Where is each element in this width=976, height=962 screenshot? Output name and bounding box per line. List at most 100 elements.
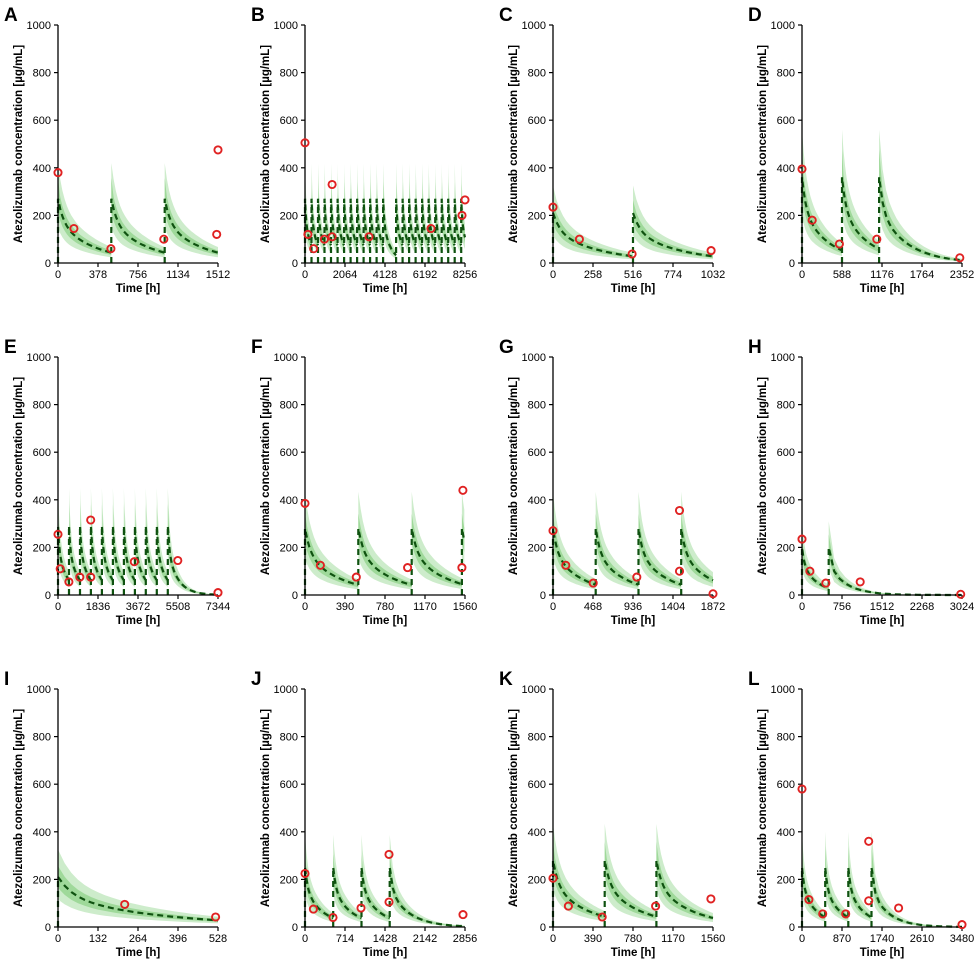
x-tick-label: 528	[209, 933, 227, 945]
observed-data-point	[458, 910, 468, 920]
y-axis-title: Atezolizumab concentration [µg/mL]	[13, 709, 25, 907]
x-tick-label: 6192	[413, 269, 437, 281]
y-tick-label: 400	[33, 163, 51, 175]
x-tick-label: 780	[376, 601, 394, 613]
y-tick-label: 200	[280, 542, 298, 554]
observed-data-point	[364, 232, 374, 242]
observed-data-point	[548, 873, 558, 883]
observed-data-point	[75, 572, 85, 582]
y-tick-label: 800	[777, 732, 795, 744]
x-tick-label: 3480	[950, 933, 974, 945]
x-tick-label: 396	[169, 933, 187, 945]
observed-data-point	[300, 868, 310, 879]
observed-data-point	[460, 195, 470, 205]
x-tick-label: 756	[129, 269, 147, 281]
panel-letter: C	[499, 5, 513, 26]
observed-data-point	[211, 912, 221, 922]
observed-data-point	[872, 234, 882, 244]
observed-data-point	[674, 505, 685, 516]
observed-data-point	[706, 246, 716, 256]
y-axis-title: Atezolizumab concentration [µg/mL]	[757, 45, 769, 243]
observed-data-point	[574, 234, 584, 244]
chart-panel-d: D 0 200 400 600 800 1000 0 588 1176 1764 2352 Time […	[748, 5, 974, 295]
observed-data-point	[818, 909, 828, 919]
x-axis-title: Time [h]	[116, 615, 161, 627]
y-axis-title: Atezolizumab concentration [µg/mL]	[508, 709, 520, 907]
observed-data-point	[300, 498, 310, 508]
y-axis-title: Atezolizumab concentration [µg/mL]	[260, 377, 272, 575]
x-axis-title: Time [h]	[363, 947, 408, 959]
y-tick-label: 1000	[274, 352, 298, 364]
y-tick-label: 0	[540, 258, 546, 270]
chart-panel-i: I 0 200 400 600 800 1000 0 132 264 396 528 Time [h] A…	[4, 669, 227, 959]
y-tick-label: 400	[777, 827, 795, 839]
chart-panel-e: E 0 200 400 600 800 1000 0 1836 3672 5508 7344 Time …	[4, 337, 230, 627]
y-tick-label: 200	[33, 210, 51, 222]
x-tick-label: 2268	[910, 601, 934, 613]
observed-data-point	[303, 229, 313, 239]
prediction-band-inner	[58, 178, 218, 263]
y-tick-label: 400	[280, 495, 298, 507]
chart-panel-h: H 0 200 400 600 800 1000 0 756 1512 2268 3024 Time […	[748, 337, 974, 627]
y-tick-label: 0	[540, 922, 546, 934]
y-tick-label: 1000	[274, 20, 298, 32]
observed-data-point	[955, 253, 965, 263]
y-tick-label: 200	[528, 874, 546, 886]
y-tick-label: 800	[33, 732, 51, 744]
prediction-band-outer	[305, 834, 465, 927]
observed-data-point	[213, 145, 223, 155]
observed-data-point	[86, 572, 96, 582]
observed-data-point	[426, 223, 436, 234]
chart-panel-g: G 0 200 400 600 800 1000 0 468 936 1404 1872 Time [h…	[499, 337, 725, 627]
observed-data-point	[864, 836, 874, 846]
x-tick-label: 756	[833, 601, 851, 613]
x-tick-label: 2856	[453, 933, 477, 945]
x-tick-label: 1176	[870, 269, 894, 281]
x-tick-label: 132	[89, 933, 107, 945]
prediction-band-inner	[305, 854, 465, 927]
panel-letter: I	[4, 669, 9, 690]
observed-data-point	[53, 168, 63, 178]
y-tick-label: 1000	[522, 352, 546, 364]
observed-data-point	[457, 210, 467, 220]
x-axis-title: Time [h]	[116, 283, 161, 295]
x-tick-label: 3672	[126, 601, 150, 613]
median-concentration-line	[551, 860, 714, 927]
prediction-band-inner	[305, 513, 465, 595]
x-tick-label: 0	[302, 269, 308, 281]
x-tick-label: 5508	[166, 601, 190, 613]
panel-letter: J	[251, 669, 262, 690]
observed-data-point	[597, 912, 607, 922]
x-axis-title: Time [h]	[363, 615, 408, 627]
y-tick-label: 400	[777, 495, 795, 507]
observed-data-point	[308, 904, 318, 914]
y-tick-label: 400	[33, 827, 51, 839]
observed-data-point	[64, 577, 74, 587]
x-axis-title: Time [h]	[611, 615, 656, 627]
x-tick-label: 1560	[701, 933, 725, 945]
panel-letter: D	[748, 5, 762, 26]
y-axis-title: Atezolizumab concentration [µg/mL]	[757, 377, 769, 575]
median-concentration-line	[551, 212, 714, 263]
observed-data-point	[300, 138, 310, 148]
y-axis-title: Atezolizumab concentration [µg/mL]	[13, 45, 25, 243]
y-tick-label: 600	[33, 447, 51, 459]
x-tick-label: 0	[550, 269, 556, 281]
observed-data-point	[327, 232, 337, 242]
panel-letter: H	[748, 337, 762, 358]
prediction-band-inner	[553, 200, 713, 263]
observed-data-point	[956, 589, 966, 599]
x-tick-label: 390	[584, 933, 602, 945]
y-tick-label: 600	[280, 115, 298, 127]
median-concentration-line	[800, 867, 962, 928]
y-tick-label: 1000	[274, 684, 298, 696]
observed-data-point	[327, 179, 337, 190]
x-tick-label: 714	[336, 933, 354, 945]
observed-data-point	[797, 784, 807, 794]
observed-data-point	[561, 560, 571, 570]
observed-data-point	[706, 894, 716, 904]
observed-data-point	[356, 903, 366, 913]
x-tick-label: 1764	[910, 269, 934, 281]
y-tick-label: 200	[33, 542, 51, 554]
y-tick-label: 200	[33, 874, 51, 886]
